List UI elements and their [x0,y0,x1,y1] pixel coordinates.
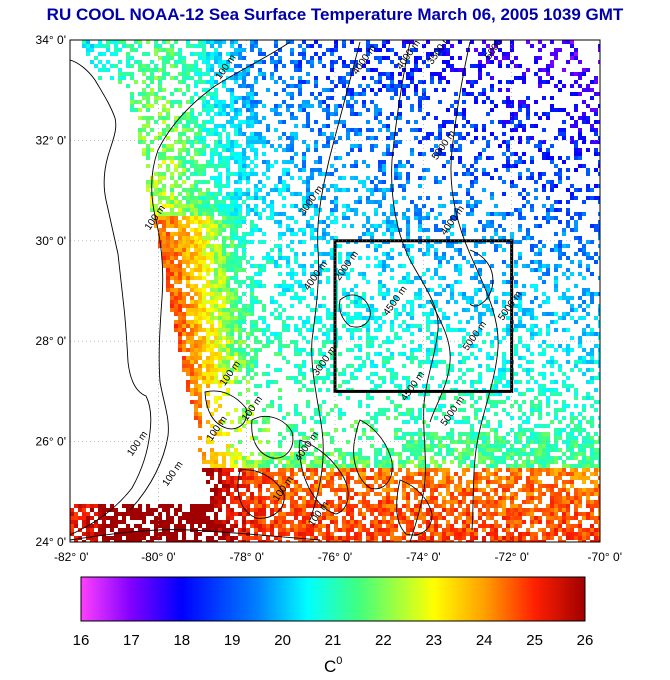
lon-tick-label: -70° 0' [588,550,622,564]
colorbar-tick-label: 17 [123,632,140,649]
bahamas-shelf-outline-4 [237,469,285,519]
map-frame [69,39,601,543]
map-title: RU COOL NOAA-12 Sea Surface Temperature … [46,5,624,24]
lon-tick-label: -72° 0' [494,550,528,564]
colorbar-unit: C0 [324,655,342,676]
lat-tick-label: 32° 0' [36,133,66,147]
isobath-4500m [429,299,451,423]
bahamas-shelf-outline-5 [353,419,393,490]
isobath-5000m [450,41,499,531]
lat-tick-label: 24° 0' [36,535,66,549]
cuba-coast [70,529,321,541]
bahamas-shelf-outline-2 [251,416,294,459]
colorbar-tick-label: 16 [73,632,90,649]
lat-tick-label: 28° 0' [36,334,66,348]
lon-tick-label: -74° 0' [406,550,440,564]
lat-tick-label: 26° 0' [36,435,66,449]
colorbar-tick-label: 26 [577,632,594,649]
colorbar-tick-label: 25 [526,632,543,649]
lat-tick-label: 30° 0' [36,234,66,248]
colorbar-tick-label: 23 [425,632,442,649]
colorbar-tick-label: 21 [325,632,342,649]
bahamas-shelf-outline-6 [396,479,433,536]
lon-tick-label: -78° 0' [229,550,263,564]
sst-field [70,40,600,542]
longitude-axis: -82° 0' -80° 0' -78° 0' -76° 0' -74° 0' -72° … [54,550,622,564]
colorbar [80,576,586,622]
colorbar-ticks: 16 17 18 19 20 21 22 23 24 25 26 [73,632,594,649]
florida-coastline [70,59,152,536]
lon-tick-label: -76° 0' [318,550,352,564]
isobath-4000m [391,41,439,542]
graticule [70,40,600,542]
lat-tick-label: 34° 0' [36,33,66,47]
bahamas-shelf-outline-1 [204,390,248,430]
isobath-100m-islands [339,294,371,328]
lon-tick-label: -80° 0' [141,550,175,564]
isobath-100m-shelf [129,41,291,511]
colorbar-tick-label: 24 [476,632,493,649]
isobath-100m-east [469,249,494,307]
colorbar-tick-label: 19 [224,632,241,649]
colorbar-tick-label: 20 [274,632,291,649]
colorbar-tick-label: 18 [173,632,190,649]
colorbar-tick-label: 22 [375,632,392,649]
lon-tick-label: -82° 0' [54,550,88,564]
latitude-axis: 34° 0' 32° 0' 30° 0' 28° 0' 26° 0' 24° 0' [36,33,66,549]
bahamas-shelf-outline-3 [298,439,349,515]
